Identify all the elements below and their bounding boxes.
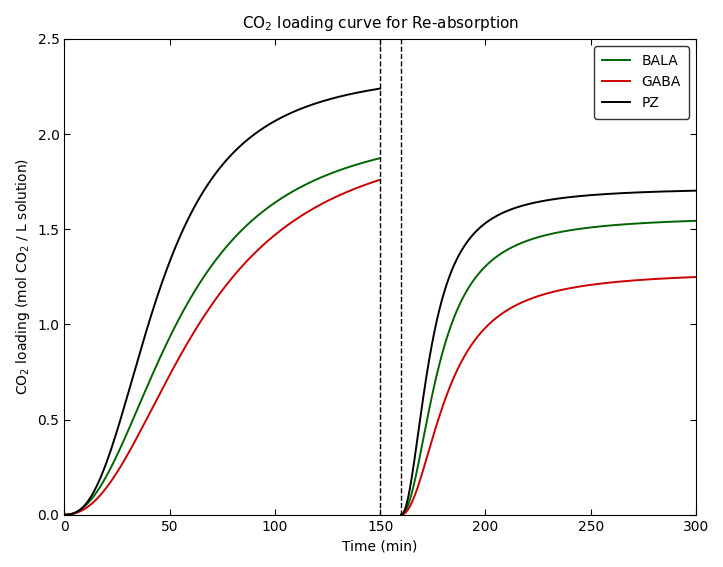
Legend: BALA, GABA, PZ: BALA, GABA, PZ <box>594 46 689 119</box>
X-axis label: Time (min): Time (min) <box>343 539 418 553</box>
Title: CO$_2$ loading curve for Re-absorption: CO$_2$ loading curve for Re-absorption <box>241 14 518 33</box>
Y-axis label: CO$_2$ loading (mol CO$_2$ / L solution): CO$_2$ loading (mol CO$_2$ / L solution) <box>14 158 32 395</box>
